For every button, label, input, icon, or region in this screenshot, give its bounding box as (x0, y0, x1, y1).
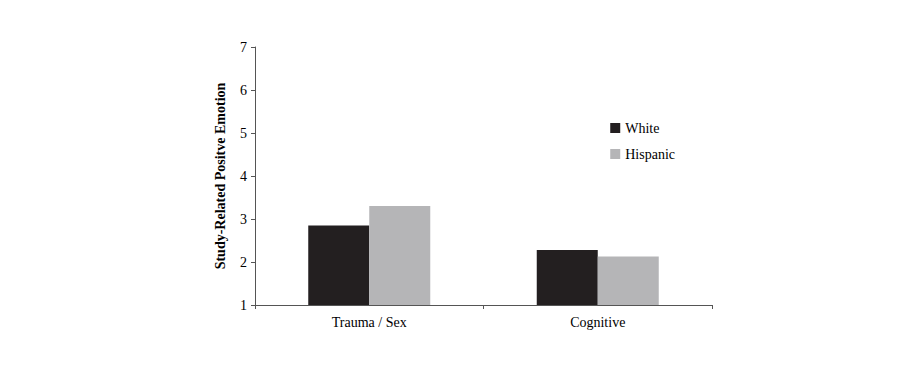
svg-text:6: 6 (240, 83, 247, 98)
svg-text:2: 2 (240, 255, 247, 270)
svg-text:7: 7 (240, 40, 247, 55)
svg-text:White: White (625, 121, 659, 136)
svg-text:1: 1 (240, 298, 247, 313)
svg-text:5: 5 (240, 126, 247, 141)
svg-text:Cognitive: Cognitive (570, 315, 625, 330)
svg-text:Hispanic: Hispanic (625, 147, 675, 162)
svg-text:4: 4 (240, 169, 247, 184)
svg-text:3: 3 (240, 212, 247, 227)
svg-text:Trauma / Sex: Trauma / Sex (332, 315, 407, 330)
svg-text:Study-Related Positve Emotion: Study-Related Positve Emotion (213, 82, 228, 269)
